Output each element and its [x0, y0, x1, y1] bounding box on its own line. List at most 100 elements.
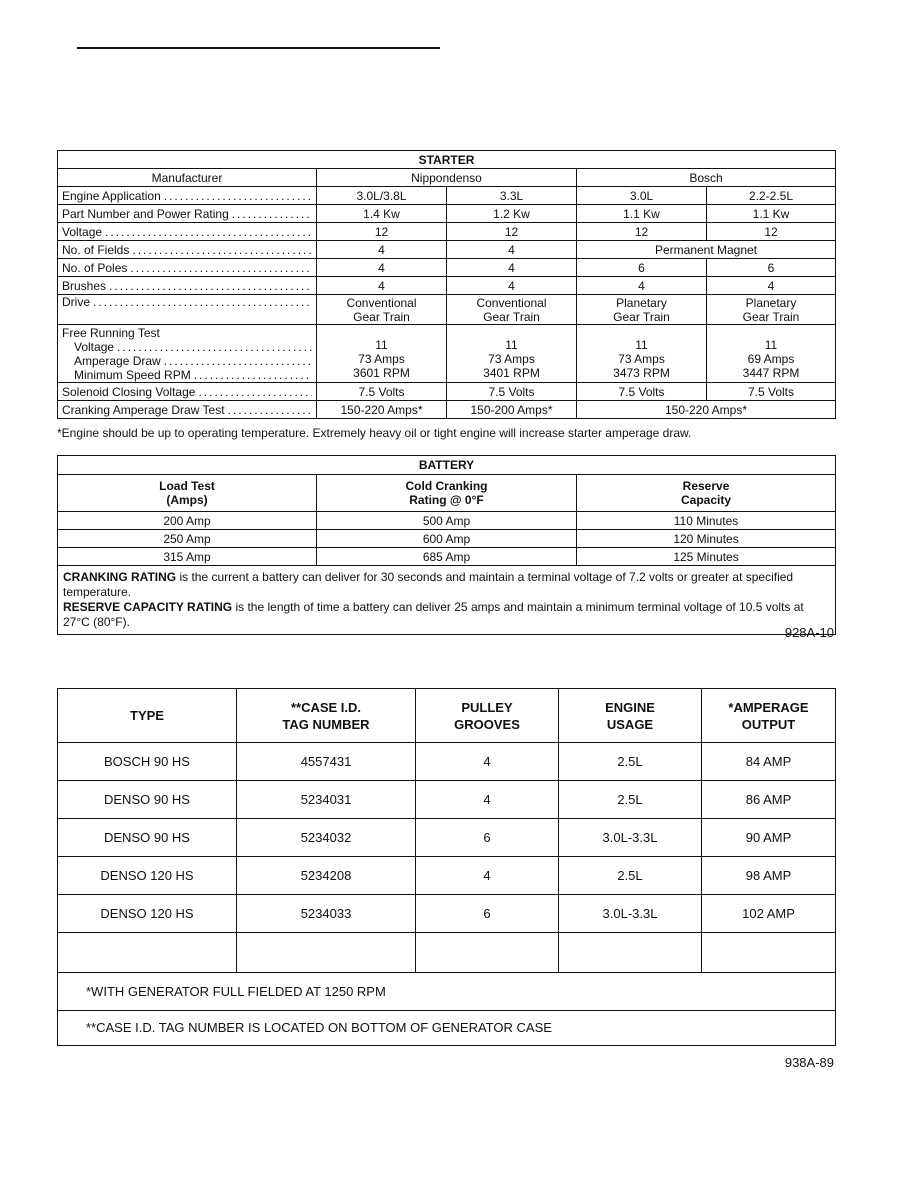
- row-label-text: Voltage: [62, 224, 103, 239]
- row-label-text: Brushes: [62, 278, 107, 293]
- table-cell: 3.0L-3.3L: [558, 818, 702, 857]
- row-label-text: Drive: [62, 295, 91, 309]
- generator-note: *WITH GENERATOR FULL FIELDED AT 1250 RPM: [57, 972, 836, 1011]
- table-cell: 120 Minutes: [575, 529, 837, 548]
- table-row: Drive Conventional Gear TrainConventional…: [57, 294, 837, 325]
- table-row: BOSCH 90 HS 4557431 4 2.5L 84 AMP: [57, 742, 836, 781]
- table-cell: 6: [415, 894, 559, 933]
- dot-leader: [194, 368, 312, 382]
- manufacturer-name: Bosch: [575, 168, 837, 187]
- dot-leader: [93, 295, 312, 309]
- generator-figure-code: 938A-89: [784, 1055, 834, 1070]
- row-label: Part Number and Power Rating: [62, 207, 312, 221]
- table-cell: 250 Amp: [57, 529, 317, 548]
- table-row: DENSO 120 HS 5234208 4 2.5L 98 AMP: [57, 856, 836, 895]
- table-cell: 2.2-2.5L: [705, 186, 837, 205]
- table-cell: DENSO 90 HS: [57, 780, 237, 819]
- table-cell: Planetary Gear Train: [576, 294, 707, 325]
- dot-leader: [105, 225, 312, 239]
- table-cell: 2.5L: [558, 780, 702, 819]
- table-cell: Conventional Gear Train: [446, 294, 577, 325]
- row-label-text: No. of Fields: [62, 242, 130, 257]
- table-row: Engine Application 3.0L/3.8L3.3L3.0L2.2-2…: [57, 186, 837, 205]
- table-cell: 4: [415, 856, 559, 895]
- battery-notes: CRANKING RATING is the current a battery…: [56, 565, 837, 635]
- table-cell: 11 73 Amps 3601 RPM: [316, 324, 447, 383]
- table-row: [57, 932, 836, 973]
- table-cell: Conventional Gear Train: [316, 294, 447, 325]
- table-cell: 4: [576, 276, 707, 295]
- table-cell: 4557431: [236, 742, 416, 781]
- table-row: Part Number and Power Rating 1.4 Kw1.2 Kw…: [57, 204, 837, 223]
- table-cell: 102 AMP: [701, 894, 836, 933]
- generator-note-row: **CASE I.D. TAG NUMBER IS LOCATED ON BOT…: [57, 1010, 836, 1046]
- row-label: Minimum Speed RPM: [62, 368, 312, 382]
- dot-leader: [164, 189, 312, 203]
- table-cell: 6: [576, 258, 707, 277]
- table-cell: 11 73 Amps 3401 RPM: [446, 324, 577, 383]
- starter-title-row: STARTER: [56, 150, 837, 169]
- battery-spec-table: BATTERY Load Test (Amps) Cold Cranking Rat…: [56, 455, 837, 635]
- dot-leader: [198, 385, 312, 399]
- table-cell: 7.5 Volts: [316, 382, 447, 401]
- dot-leader: [109, 279, 312, 293]
- table-cell: 1.1 Kw: [576, 204, 707, 223]
- note-term: RESERVE CAPACITY RATING: [63, 600, 233, 614]
- table-cell: [558, 932, 702, 973]
- table-cell: 5234032: [236, 818, 416, 857]
- starter-title: STARTER: [56, 150, 837, 169]
- battery-note: CRANKING RATING is the current a battery…: [63, 570, 830, 600]
- table-cell: 1.4 Kw: [316, 204, 447, 223]
- table-cell: 1.2 Kw: [446, 204, 577, 223]
- row-label: Cranking Amperage Draw Test: [62, 403, 312, 417]
- table-row: Cranking Amperage Draw Test 150-220 Amps*…: [57, 400, 837, 419]
- row-label-cell: No. of Fields: [57, 240, 317, 259]
- table-cell: 5234033: [236, 894, 416, 933]
- dot-leader: [117, 340, 312, 354]
- column-header: Load Test (Amps): [57, 474, 317, 512]
- table-cell: 6: [415, 818, 559, 857]
- battery-title: BATTERY: [56, 455, 837, 475]
- table-row: Voltage12121212: [57, 222, 837, 241]
- battery-note: RESERVE CAPACITY RATING is the length of…: [63, 600, 830, 630]
- table-cell: 4: [316, 276, 447, 295]
- table-cell: 86 AMP: [701, 780, 836, 819]
- row-label-cell: Engine Application: [57, 186, 317, 205]
- row-label-text: Voltage: [74, 339, 115, 354]
- table-cell: 2.5L: [558, 742, 702, 781]
- table-cell: 12: [446, 222, 577, 241]
- table-cell: 4: [415, 742, 559, 781]
- table-cell: 110 Minutes: [575, 511, 837, 530]
- table-cell: 3.0L-3.3L: [558, 894, 702, 933]
- row-label-text: No. of Poles: [62, 260, 128, 275]
- table-cell: DENSO 120 HS: [57, 856, 237, 895]
- table-cell: 150-220 Amps*: [575, 400, 837, 419]
- table-cell: 200 Amp: [57, 511, 317, 530]
- table-cell: 7.5 Volts: [576, 382, 707, 401]
- row-label-text: Engine Application: [62, 188, 161, 203]
- free-running-title: Free Running Test: [62, 325, 160, 340]
- table-cell: 2.5L: [558, 856, 702, 895]
- table-cell: 4: [316, 240, 447, 259]
- table-cell: 5234031: [236, 780, 416, 819]
- table-cell: [701, 932, 836, 973]
- table-cell: 98 AMP: [701, 856, 836, 895]
- table-cell: 125 Minutes: [575, 547, 837, 566]
- table-cell: 4: [415, 780, 559, 819]
- generator-note: **CASE I.D. TAG NUMBER IS LOCATED ON BOT…: [57, 1010, 836, 1046]
- row-label: Voltage: [62, 225, 312, 239]
- note-term: CRANKING RATING: [63, 570, 177, 584]
- table-cell: BOSCH 90 HS: [57, 742, 237, 781]
- column-header: Reserve Capacity: [575, 474, 837, 512]
- starter-footnote: *Engine should be up to operating temper…: [57, 426, 692, 440]
- table-row: 315 Amp 685 Amp 125 Minutes: [57, 547, 837, 566]
- row-label-cell: Part Number and Power Rating: [57, 204, 317, 223]
- table-cell: 150-200 Amps*: [446, 400, 577, 419]
- table-cell: 600 Amp: [316, 529, 577, 548]
- table-cell: 6: [705, 258, 837, 277]
- table-cell: 4: [446, 258, 577, 277]
- table-cell: 11 73 Amps 3473 RPM: [576, 324, 707, 383]
- row-label: Engine Application: [62, 189, 312, 203]
- manufacturer-label: Manufacturer: [57, 168, 317, 187]
- row-label-cell: Cranking Amperage Draw Test: [57, 400, 317, 419]
